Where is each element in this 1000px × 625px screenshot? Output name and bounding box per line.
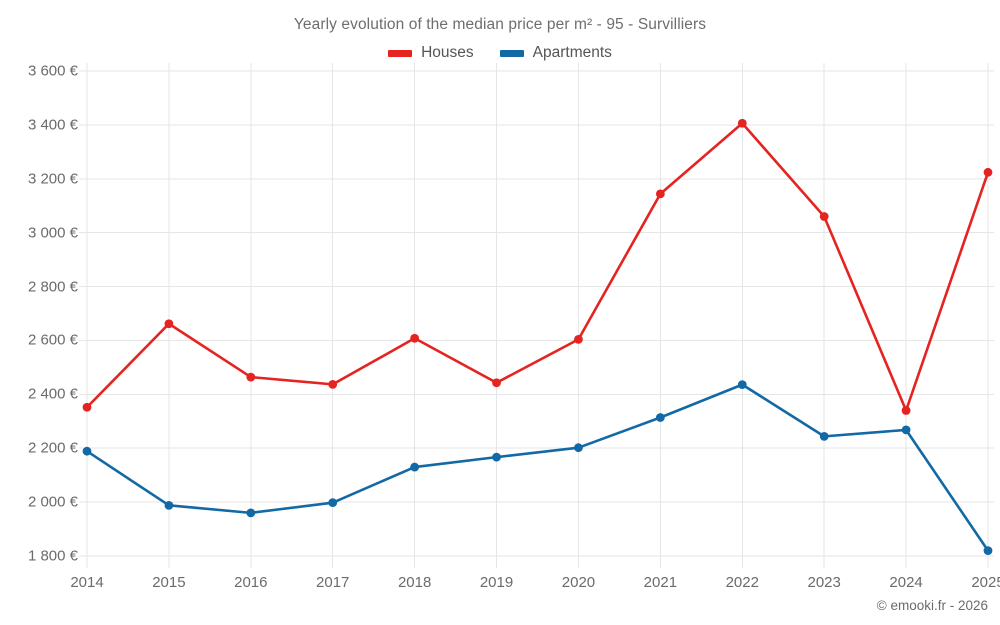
chart-legend: Houses Apartments [0, 44, 1000, 62]
data-point-apartments-2022[interactable] [737, 380, 747, 390]
y-axis-tick-label: 1 800 € [27, 547, 78, 565]
data-point-apartments-2020[interactable] [574, 443, 583, 453]
data-point-houses-2021[interactable] [655, 189, 665, 199]
data-point-houses-2018[interactable] [410, 333, 420, 343]
data-point-houses-2016[interactable] [246, 372, 256, 382]
legend-entry-houses[interactable]: Houses [388, 44, 474, 62]
data-point-apartments-2016[interactable] [246, 508, 256, 518]
data-point-apartments-2014[interactable] [82, 446, 92, 456]
data-point-apartments-2021[interactable] [655, 413, 665, 422]
y-axis-tick-label: 2 200 € [27, 439, 78, 457]
x-axis-tick-label: 2018 [397, 574, 432, 591]
series-layer [82, 118, 993, 556]
y-axis-tick-label: 2 800 € [27, 278, 78, 296]
data-point-houses-2022[interactable] [737, 118, 747, 128]
y-axis-tick-label: 2 600 € [27, 331, 78, 349]
data-point-houses-2025[interactable] [983, 167, 993, 177]
x-axis-tick-label: 2024 [889, 574, 923, 591]
y-axis-tick-label: 2 000 € [27, 493, 78, 511]
x-axis-tick-label: 2022 [725, 574, 759, 591]
legend-swatch-apartments [499, 49, 524, 57]
legend-label-houses: Houses [421, 44, 474, 61]
data-point-houses-2019[interactable] [492, 378, 501, 388]
data-point-houses-2014[interactable] [82, 402, 92, 412]
data-point-apartments-2023[interactable] [819, 431, 829, 441]
copyright-credit: © emooki.fr - 2026 [876, 598, 988, 613]
grid-layer [79, 63, 994, 568]
y-axis-tick-label: 2 400 € [27, 385, 78, 403]
data-point-houses-2020[interactable] [574, 334, 583, 344]
data-point-apartments-2017[interactable] [328, 498, 338, 508]
x-axis-tick-label: 2016 [234, 574, 268, 591]
data-point-houses-2024[interactable] [901, 406, 911, 415]
x-axis-tick-label: 2019 [479, 574, 514, 591]
data-point-apartments-2018[interactable] [410, 462, 420, 472]
data-point-apartments-2019[interactable] [492, 452, 501, 462]
legend-swatch-houses [388, 49, 413, 57]
x-axis-tick-label: 2014 [70, 574, 104, 591]
y-axis-tick-label: 3 000 € [27, 224, 78, 242]
x-axis-tick-label: 2021 [643, 574, 678, 591]
x-axis-tick-label: 2020 [561, 574, 596, 591]
data-point-houses-2023[interactable] [819, 212, 829, 221]
x-axis-tick-label: 2017 [316, 574, 350, 591]
legend-entry-apartments[interactable]: Apartments [499, 44, 612, 62]
data-point-houses-2015[interactable] [164, 319, 174, 329]
data-point-apartments-2024[interactable] [901, 425, 911, 435]
series-line-houses [85, 121, 990, 412]
series-line-apartments [85, 383, 990, 552]
y-axis-tick-label: 3 200 € [27, 170, 78, 188]
x-axis-tick-label: 2025 [971, 574, 1000, 591]
data-point-houses-2017[interactable] [328, 379, 338, 389]
x-axis-tick-label: 2023 [807, 574, 841, 591]
y-axis-tick-label: 3 400 € [27, 116, 78, 134]
data-point-apartments-2015[interactable] [164, 500, 174, 510]
data-point-apartments-2025[interactable] [983, 546, 993, 556]
y-axis-tick-label: 3 600 € [27, 62, 78, 80]
legend-label-apartments: Apartments [532, 44, 612, 61]
x-axis-tick-label: 2015 [152, 574, 186, 591]
chart-title: Yearly evolution of the median price per… [293, 16, 707, 33]
